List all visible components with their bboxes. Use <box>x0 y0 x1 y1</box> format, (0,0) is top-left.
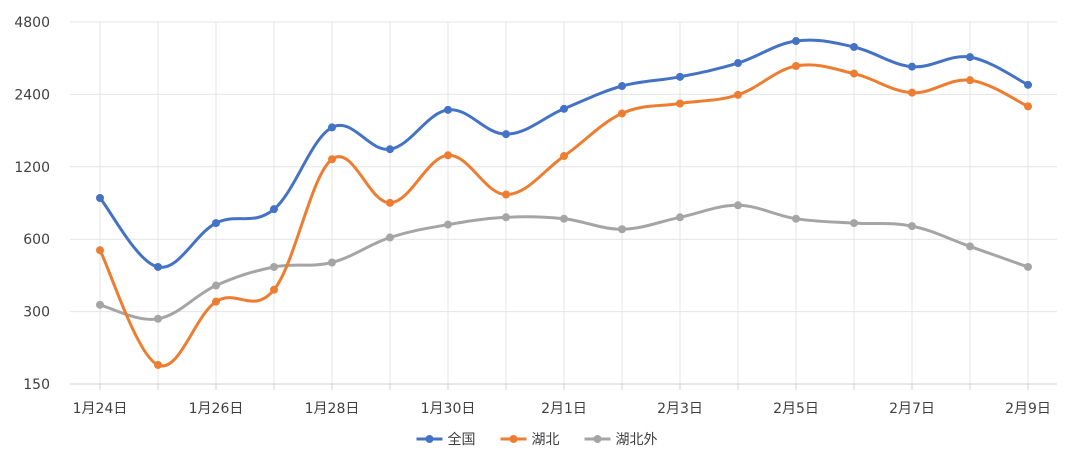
legend-swatch-marker <box>425 435 434 443</box>
x-tick-label: 1月30日 <box>421 401 476 417</box>
legend-item-2: 湖北外 <box>584 432 658 448</box>
data-point <box>502 130 510 139</box>
legend: 全国 湖北 湖北外 <box>416 431 658 448</box>
legend-item-0: 全国 <box>416 431 476 448</box>
legend-item-1: 湖北 <box>500 432 560 448</box>
data-point <box>734 90 742 99</box>
data-point <box>966 76 974 85</box>
data-point <box>618 225 626 234</box>
data-point <box>966 242 974 251</box>
data-point <box>270 205 278 214</box>
series-1 <box>96 61 1032 369</box>
y-axis-tick-labels: 150 300 600 1200 2400 4800 <box>14 15 50 393</box>
data-point <box>386 233 394 242</box>
data-point <box>96 300 104 309</box>
data-point <box>560 104 568 113</box>
series-line <box>98 38 1030 269</box>
series-2 <box>96 201 1032 323</box>
legend-label: 湖北外 <box>616 432 658 448</box>
data-point <box>560 214 568 223</box>
y-tick-label: 2400 <box>14 87 50 103</box>
x-tick-label: 1月28日 <box>305 401 360 417</box>
grid-lines <box>70 21 1057 384</box>
data-point <box>96 194 104 203</box>
data-point <box>676 99 684 108</box>
x-tick-label: 1月24日 <box>73 401 128 417</box>
data-point <box>792 37 800 46</box>
data-point <box>328 123 336 132</box>
data-point <box>792 61 800 70</box>
data-point <box>212 281 220 290</box>
data-point <box>444 151 452 160</box>
data-point <box>676 213 684 222</box>
data-point <box>386 198 394 207</box>
x-tick-label: 2月5日 <box>773 401 819 417</box>
x-tick-label: 2月3日 <box>657 401 703 417</box>
data-point <box>270 262 278 271</box>
legend-label: 全国 <box>448 431 476 448</box>
data-point <box>792 214 800 223</box>
y-tick-label: 1200 <box>14 160 50 176</box>
data-point <box>444 105 452 114</box>
data-point <box>908 88 916 97</box>
data-point <box>850 219 858 228</box>
x-tick-label: 2月9日 <box>1005 401 1051 417</box>
legend-swatch-marker <box>509 435 518 443</box>
data-point <box>444 220 452 229</box>
data-point <box>966 53 974 62</box>
data-point <box>154 314 162 323</box>
data-point <box>676 72 684 81</box>
series-0 <box>96 37 1032 271</box>
data-point <box>1024 102 1032 111</box>
data-point <box>618 109 626 118</box>
y-tick-label: 300 <box>23 305 50 321</box>
y-tick-label: 600 <box>23 232 50 248</box>
data-point <box>154 360 162 369</box>
x-tick-label: 2月1日 <box>541 401 587 417</box>
data-point <box>908 222 916 231</box>
data-point <box>502 190 510 199</box>
data-point <box>328 258 336 267</box>
x-tick-label: 2月7日 <box>889 401 935 417</box>
x-axis: 1月24日 1月26日 1月28日 1月30日 2月1日 2月3日 2月5日 2月7日 2月9日 <box>70 383 1057 417</box>
data-point <box>154 262 162 271</box>
y-tick-label: 4800 <box>14 15 50 31</box>
data-point <box>850 42 858 51</box>
data-point <box>560 152 568 161</box>
data-point <box>270 285 278 294</box>
data-point <box>908 62 916 71</box>
data-point <box>1024 80 1032 89</box>
data-point <box>96 246 104 255</box>
data-point <box>1024 262 1032 271</box>
data-point <box>734 201 742 210</box>
data-point <box>502 213 510 222</box>
data-point <box>734 59 742 68</box>
data-point <box>328 155 336 164</box>
data-point <box>212 219 220 228</box>
x-tick-label: 1月26日 <box>189 401 244 417</box>
data-point <box>212 297 220 306</box>
data-point <box>618 82 626 91</box>
legend-label: 湖北 <box>532 432 560 448</box>
series-lines <box>96 37 1032 369</box>
legend-swatch-marker <box>593 435 602 443</box>
data-point <box>850 69 858 78</box>
data-point <box>386 145 394 154</box>
y-tick-label: 150 <box>23 377 50 393</box>
